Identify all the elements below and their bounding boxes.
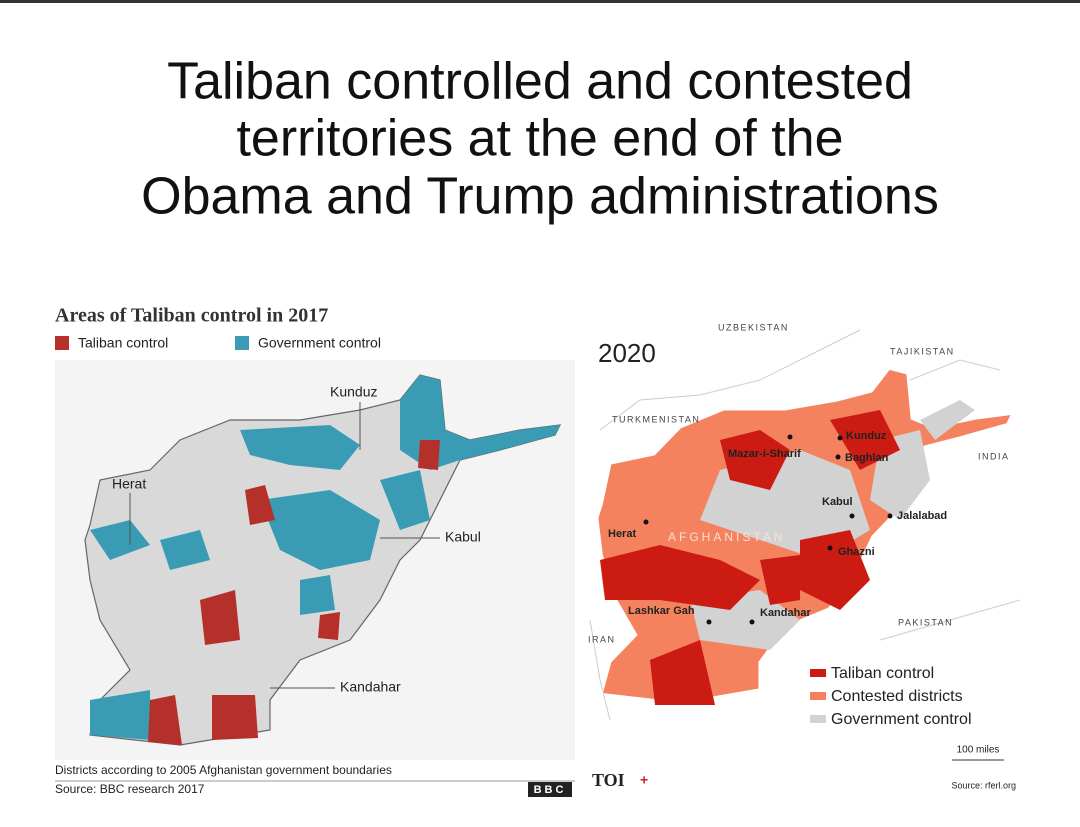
year: 2020 — [598, 338, 656, 368]
place-label: Herat — [112, 476, 146, 492]
borders — [589, 329, 1021, 721]
country-label: AFGHANISTAN — [668, 530, 785, 544]
logo-box — [528, 782, 572, 797]
map-2017: Areas of Taliban control in 2017 Taliban… — [55, 305, 575, 797]
legend-label: Taliban control — [831, 665, 934, 682]
scale-label: 100 miles — [957, 745, 1000, 756]
city-label: Herat — [608, 528, 636, 540]
legend-swatch — [810, 715, 826, 723]
map-title: Areas of Taliban control in 2017 — [55, 305, 328, 327]
city-label: Lashkar Gah — [628, 605, 695, 617]
city-label: Baghlan — [845, 452, 889, 464]
country-label: IRAN — [588, 634, 616, 644]
taliban-areas — [600, 410, 900, 705]
country-label: TURKMENISTAN — [612, 414, 700, 424]
city-label: Kandahar — [760, 607, 811, 619]
city-label: Ghazni — [838, 546, 875, 558]
country-label: PAKISTAN — [898, 617, 953, 627]
legend-swatch — [235, 336, 249, 350]
place-label: Kunduz — [330, 384, 377, 400]
legend-swatch — [810, 669, 826, 677]
logo: BBC — [534, 784, 567, 796]
legend-label: Government control — [258, 335, 381, 351]
title-line: Taliban controlled and contested — [167, 53, 913, 111]
title-line: Obama and Trump administrations — [141, 168, 939, 226]
top-bar — [0, 0, 1080, 3]
government-areas — [90, 375, 560, 740]
legend-label: Contested districts — [831, 688, 963, 705]
note: Districts according to 2005 Afghanistan … — [55, 763, 392, 777]
city-label: Jalalabad — [897, 510, 947, 522]
country-label: UZBEKISTAN — [718, 322, 789, 332]
footer-logo: TOI — [592, 770, 625, 790]
legend-swatch — [810, 692, 826, 700]
legend-label: Government control — [831, 711, 972, 728]
city-label: Mazar-i-Sharif — [728, 448, 801, 460]
taliban-areas — [148, 440, 440, 745]
map-2020: 2020 UZBEKISTAN TAJIKISTAN TURKMENISTAN … — [588, 322, 1021, 790]
city-dots — [643, 434, 893, 625]
legend-swatch — [55, 336, 69, 350]
title-line: territories at the end of the — [236, 110, 843, 168]
source: Source: BBC research 2017 — [55, 782, 205, 796]
country-label: INDIA — [978, 451, 1010, 461]
source: Source: rferl.org — [951, 780, 1016, 790]
label-leaders — [129, 402, 440, 689]
country-label: TAJIKISTAN — [890, 346, 955, 356]
city-label: Kunduz — [846, 430, 887, 442]
legend-label: Taliban control — [78, 335, 168, 351]
place-label: Kandahar — [340, 679, 401, 695]
city-label: Kabul — [822, 496, 853, 508]
place-label: Kabul — [445, 529, 481, 545]
logo-mark: + — [640, 772, 648, 788]
